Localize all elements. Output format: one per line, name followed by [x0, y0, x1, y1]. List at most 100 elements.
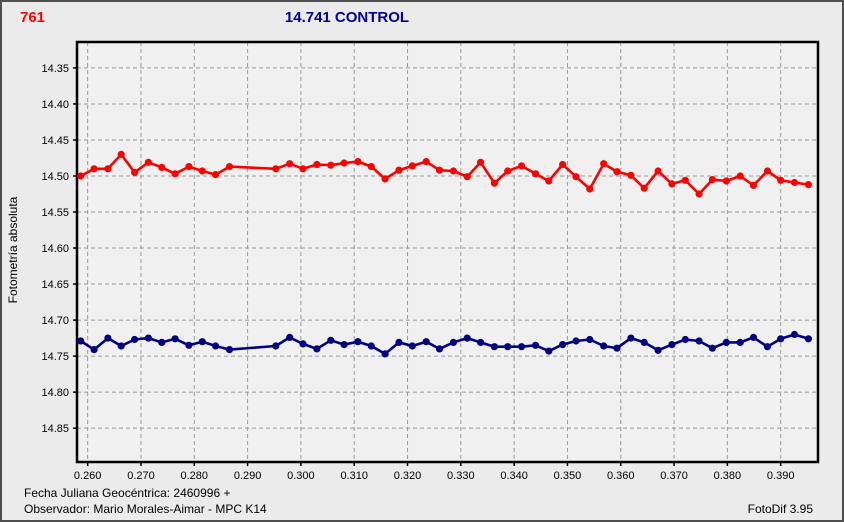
- control-star-point: [627, 334, 635, 342]
- control-star-point: [531, 341, 540, 349]
- chart-title: 14.741 CONTROL: [284, 9, 410, 26]
- control-star-point: [117, 342, 125, 350]
- asteroid-761-point: [367, 163, 375, 171]
- y-tick-label: 14.65: [41, 279, 69, 291]
- control-star-point: [518, 343, 526, 351]
- control-star-point: [490, 343, 498, 351]
- asteroid-761-point: [695, 190, 703, 198]
- control-star-point: [313, 345, 321, 353]
- control-star-point: [572, 337, 580, 345]
- control-star-point: [763, 343, 772, 351]
- asteroid-761-point: [104, 165, 112, 173]
- y-tick-label: 14.85: [41, 423, 69, 435]
- control-star-point: [435, 345, 444, 353]
- x-tick-label: 0.270: [127, 470, 155, 482]
- x-tick-label: 0.390: [767, 470, 795, 482]
- asteroid-761-line: [79, 153, 810, 196]
- asteroid-761-point: [395, 166, 403, 174]
- x-tick-label: 0.280: [181, 470, 209, 482]
- control-star-point: [695, 337, 703, 345]
- x-tick-label: 0.310: [340, 470, 368, 482]
- asteroid-761-point: [627, 171, 635, 179]
- y-tick-label: 14.70: [41, 315, 69, 327]
- asteroid-761-point: [340, 159, 348, 167]
- control-star-point: [408, 342, 416, 350]
- asteroid-761-point: [327, 161, 335, 169]
- asteroid-761-point: [422, 158, 430, 166]
- asteroid-761-point: [144, 158, 152, 166]
- control-star-point: [681, 335, 689, 344]
- control-star-point: [749, 333, 758, 341]
- x-tick-label: 0.380: [714, 470, 742, 482]
- x-tick-label: 0.300: [287, 470, 315, 482]
- control-star-point: [131, 335, 139, 344]
- asteroid-761-point: [117, 150, 125, 158]
- x-tick-label: 0.260: [74, 470, 102, 482]
- asteroid-761-point: [408, 162, 416, 170]
- control-star-point: [790, 330, 799, 339]
- observer-label: Observador: Mario Morales-Aimar - MPC K1…: [24, 502, 267, 516]
- asteroid-761-point: [490, 179, 498, 187]
- asteroid-761-point: [477, 158, 485, 166]
- control-star-point: [144, 334, 152, 342]
- y-tick-label: 14.55: [41, 207, 69, 219]
- asteroid-761-point: [531, 170, 540, 178]
- asteroid-761-point: [749, 181, 758, 189]
- asteroid-761-point: [435, 166, 444, 174]
- control-star-point: [395, 338, 403, 346]
- control-star-point: [327, 336, 335, 344]
- asteroid-761-point: [572, 173, 580, 181]
- x-tick-label: 0.360: [607, 470, 635, 482]
- y-tick-label: 14.80: [41, 387, 69, 399]
- x-tick-label: 0.320: [394, 470, 422, 482]
- control-star-point: [477, 338, 485, 346]
- control-star-point: [640, 338, 648, 346]
- asteroid-761-point: [708, 176, 717, 184]
- control-star-point: [367, 342, 375, 350]
- asteroid-761-point: [354, 158, 362, 166]
- control-star-point: [736, 338, 744, 346]
- asteroid-761-point: [90, 165, 98, 173]
- control-star-point: [171, 335, 179, 343]
- control-star-point: [354, 338, 362, 346]
- control-star-point: [463, 334, 471, 342]
- x-tick-label: 0.330: [447, 470, 475, 482]
- asteroid-761-point: [777, 176, 785, 184]
- control-star-point: [545, 347, 553, 355]
- asteroid-761-point: [131, 168, 139, 176]
- control-star-point: [340, 341, 348, 349]
- control-star-line: [79, 333, 810, 356]
- control-star-point: [286, 333, 294, 341]
- control-star-point: [804, 335, 813, 343]
- plot-border: [75, 40, 820, 464]
- y-tick-label: 14.75: [41, 351, 69, 363]
- asteroid-761-point: [545, 177, 553, 185]
- control-star-point: [198, 338, 206, 346]
- control-star-point: [158, 338, 166, 346]
- asteroid-761-point: [559, 160, 567, 169]
- control-star-point: [299, 340, 307, 348]
- asteroid-761-point: [586, 185, 594, 193]
- x-tick-label: 0.290: [234, 470, 262, 482]
- asteroid-761-point: [763, 167, 772, 175]
- asteroid-761-point: [790, 178, 799, 187]
- asteroid-761-point: [158, 163, 166, 171]
- asteroid-761-point: [518, 162, 526, 170]
- asteroid-761-point: [171, 170, 179, 178]
- asteroid-761-point: [212, 171, 220, 179]
- control-star-point: [504, 343, 512, 351]
- control-star-point: [777, 335, 785, 343]
- asteroid-761-point: [722, 177, 730, 185]
- x-tick-label: 0.340: [500, 470, 528, 482]
- control-star-point: [708, 344, 717, 352]
- y-tick-label: 14.40: [41, 99, 69, 111]
- asteroid-761-point: [299, 165, 307, 173]
- y-tick-label: 14.35: [41, 63, 69, 75]
- control-star-point: [225, 346, 234, 354]
- control-star-point: [104, 334, 112, 342]
- asteroid-761-point: [804, 181, 813, 189]
- asteroid-761-point: [225, 163, 234, 171]
- asteroid-761-point: [681, 176, 689, 184]
- asteroid-761-point: [463, 173, 471, 181]
